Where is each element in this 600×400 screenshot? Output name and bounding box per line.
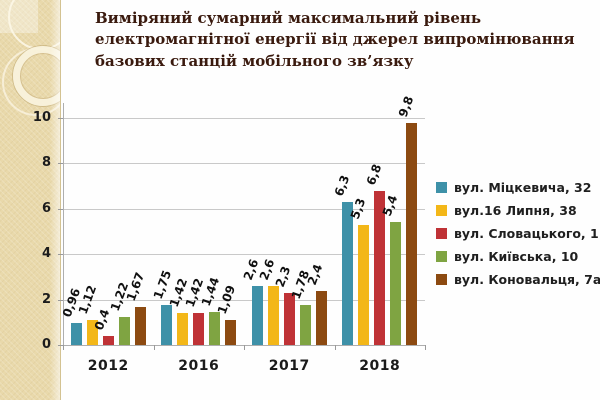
bar <box>86 319 98 345</box>
bar <box>118 317 130 345</box>
gridline-y-2 <box>63 299 425 301</box>
y-axis-label: 0 <box>41 337 51 352</box>
legend-label: вул. Словацького, 1 <box>454 226 599 241</box>
legend-label: вул. Київська, 10 <box>454 249 579 264</box>
bar <box>161 305 173 345</box>
bar <box>193 312 205 345</box>
bar <box>315 290 327 345</box>
bar <box>358 224 370 345</box>
x-axis-label: 2012 <box>87 358 129 374</box>
bar <box>177 312 189 345</box>
y-axis-label: 4 <box>41 246 51 262</box>
y-axis-label: 2 <box>41 291 51 307</box>
y-axis-label: 10 <box>32 110 51 125</box>
legend-label: вул.16 Липня, 38 <box>454 203 577 218</box>
x-axis-tick <box>244 345 245 350</box>
x-axis-label: 2018 <box>359 358 401 374</box>
gridline-y-8 <box>63 163 425 165</box>
bar <box>209 312 221 345</box>
bar-value-label: 2,3 <box>273 264 294 289</box>
x-axis-tick <box>334 345 336 350</box>
gridline-y-6 <box>63 208 425 210</box>
bar <box>299 304 311 345</box>
bar <box>406 122 418 345</box>
bar-value-label: 6,8 <box>363 161 385 187</box>
bar <box>134 307 146 345</box>
bar <box>225 320 237 345</box>
legend-swatch <box>436 205 447 216</box>
bar-value-label: 1,67 <box>124 270 148 304</box>
legend-swatch <box>436 274 447 285</box>
legend-swatch <box>436 251 447 262</box>
legend-item: вул. Коновальця, 7а <box>436 272 600 287</box>
decorative-side-strip <box>0 0 61 400</box>
gridline-y-10 <box>63 118 425 119</box>
legend-item: вул.16 Липня, 38 <box>436 203 577 218</box>
y-axis-tick <box>58 118 63 119</box>
bar <box>374 190 386 345</box>
bar-value-label: 2,4 <box>305 261 326 287</box>
bar-value-label: 5,3 <box>347 195 369 221</box>
legend-item: вул. Київська, 10 <box>436 249 578 264</box>
bar <box>267 285 279 345</box>
slide-title: Виміряний сумарний максимальний рівень е… <box>95 9 575 70</box>
bar <box>70 323 82 345</box>
bar-value-label: 6,3 <box>331 173 353 198</box>
y-axis-label: 6 <box>41 200 51 216</box>
gridline-y-4 <box>63 254 425 256</box>
legend-label: вул. Міцкевича, 32 <box>454 180 592 195</box>
bar <box>251 285 263 345</box>
y-axis-tick <box>58 299 63 301</box>
y-axis-tick <box>58 254 63 256</box>
legend-item: вул. Словацького, 1 <box>436 226 599 241</box>
y-axis-tick <box>58 208 63 210</box>
x-axis-tick <box>63 345 64 350</box>
bar <box>390 222 402 345</box>
legend-swatch <box>436 182 447 193</box>
legend-item: вул. Міцкевича, 32 <box>436 180 591 195</box>
bar <box>283 292 295 345</box>
x-axis-label: 2016 <box>178 358 220 374</box>
legend-swatch <box>436 228 447 239</box>
bar-value-label: 0,4 <box>92 307 113 332</box>
y-axis-tick <box>58 345 63 346</box>
x-axis-label: 2017 <box>268 358 310 374</box>
x-axis-tick <box>425 345 426 350</box>
x-axis-tick <box>153 345 155 350</box>
strip-edge-highlight <box>50 0 60 400</box>
decorative-ring <box>13 46 60 106</box>
bar-value-label: 9,8 <box>395 93 417 119</box>
y-axis-line <box>63 103 64 345</box>
bar <box>342 201 354 345</box>
bar <box>102 335 114 345</box>
y-axis-tick <box>58 163 63 165</box>
y-axis-label: 8 <box>41 155 51 171</box>
legend-label: вул. Коновальця, 7а <box>454 272 600 287</box>
